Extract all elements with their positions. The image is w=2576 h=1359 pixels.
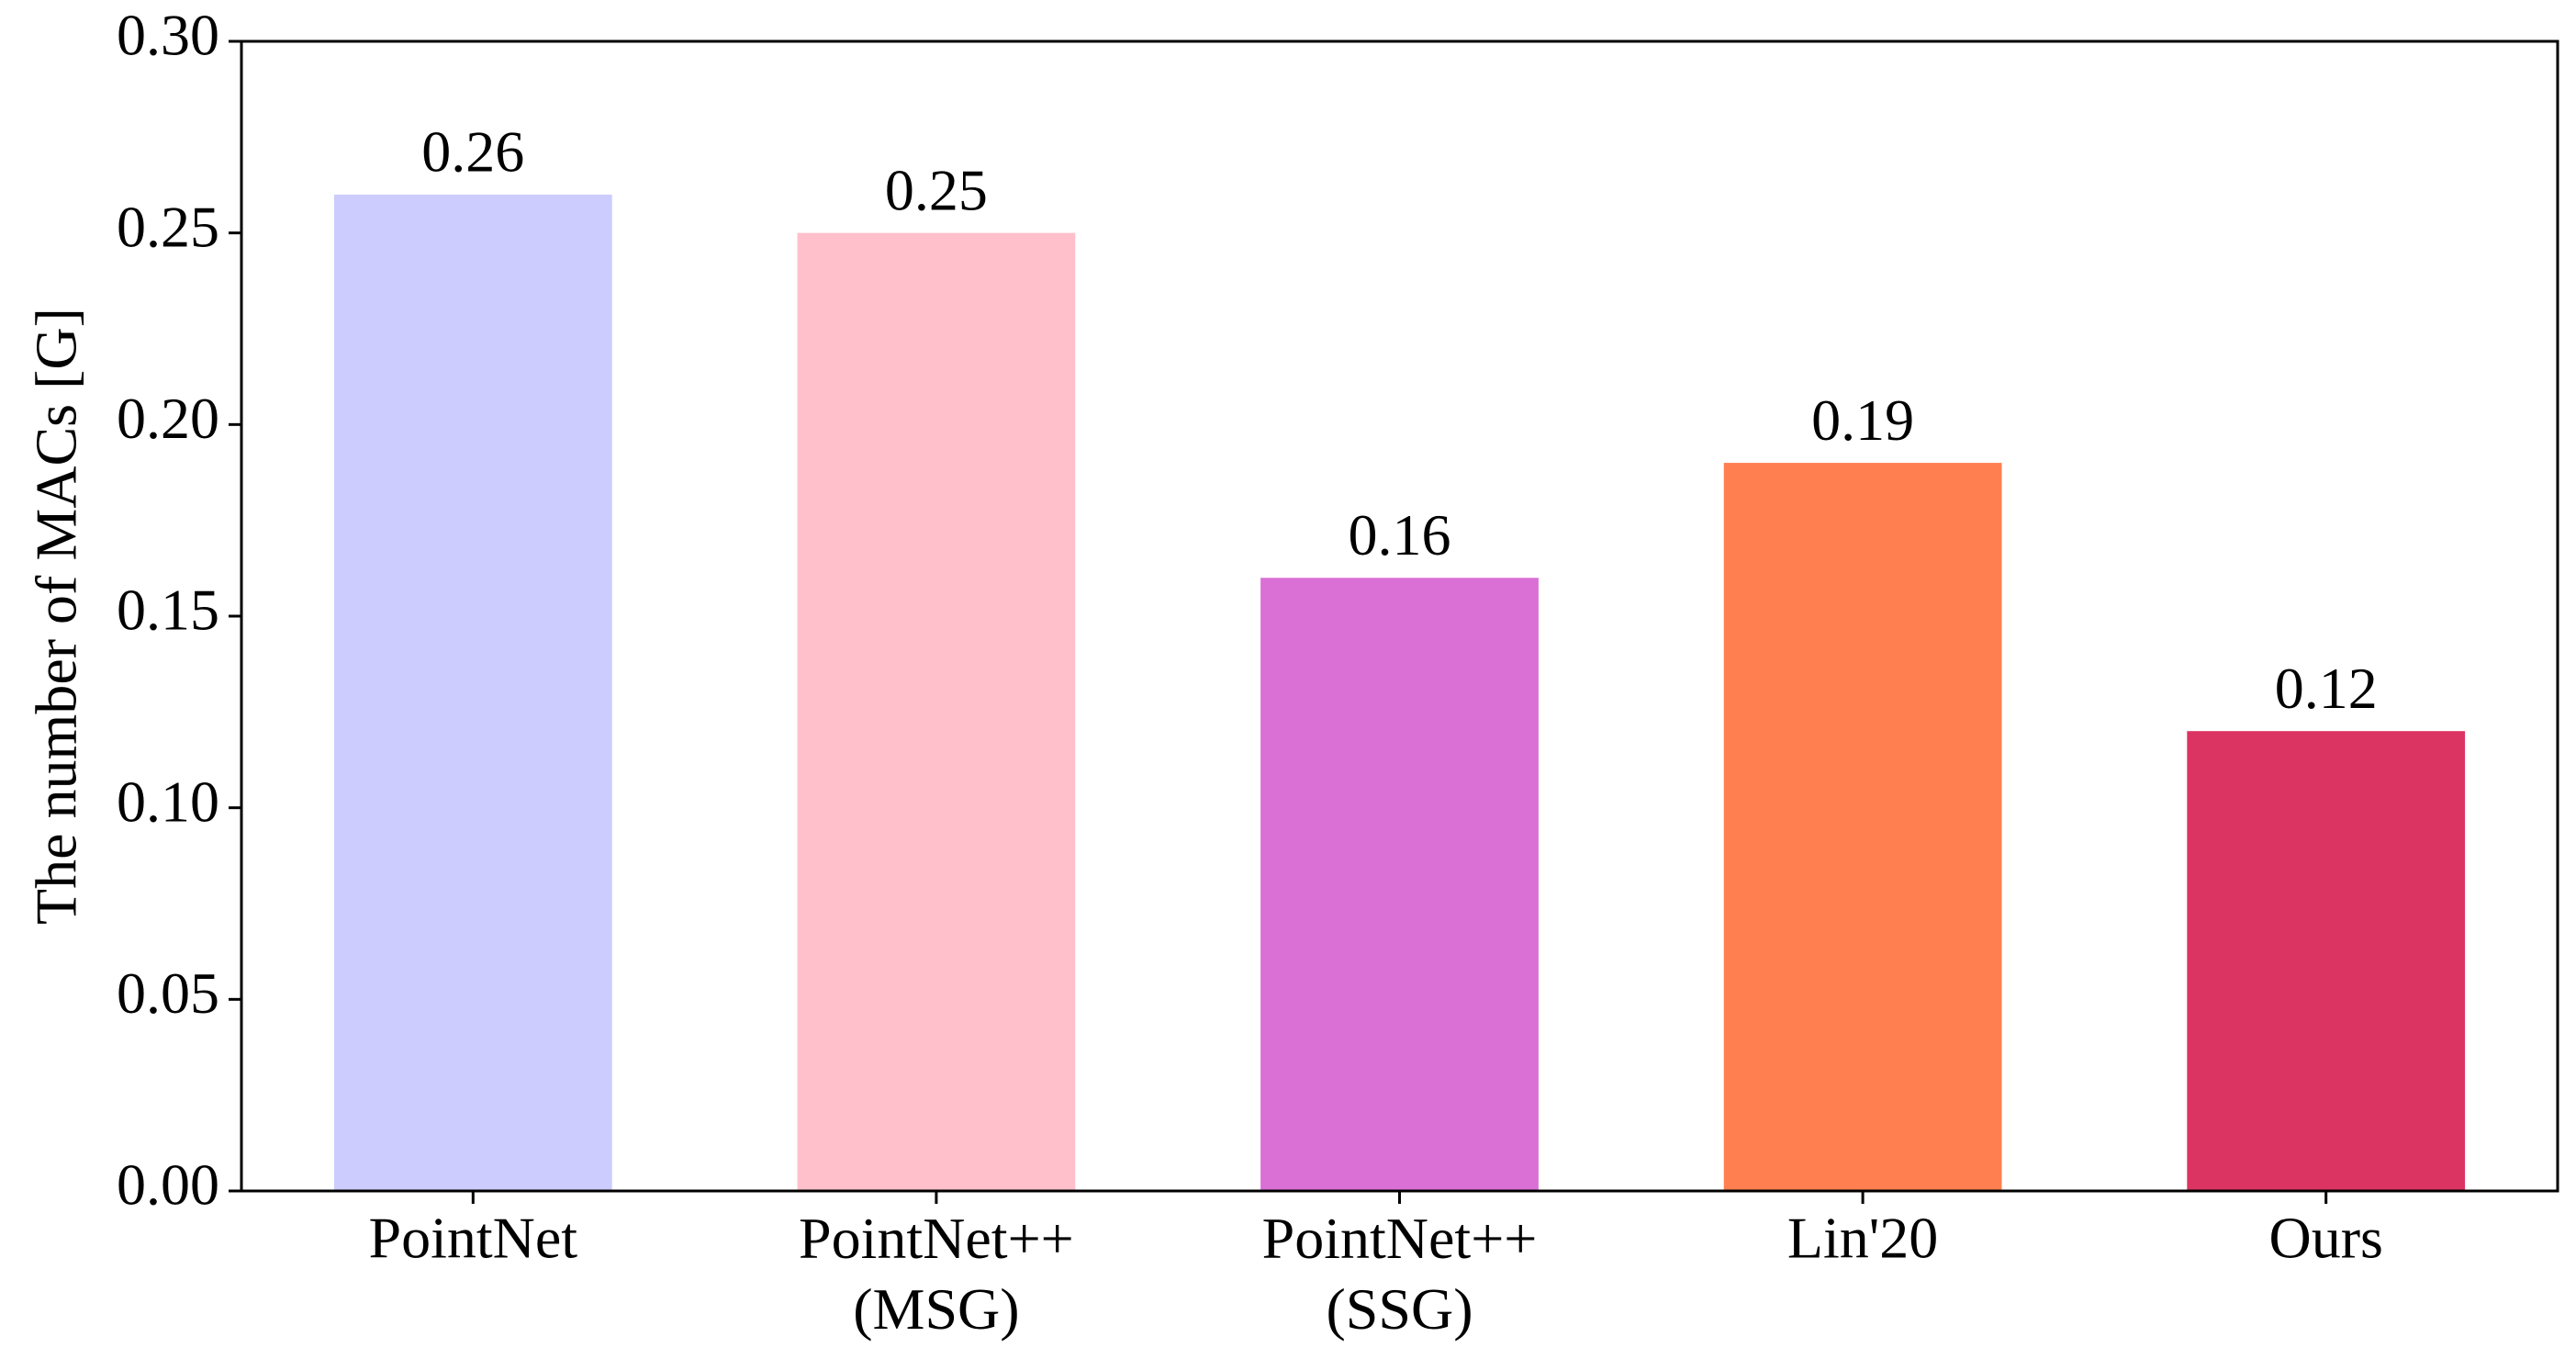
bar [1723,463,2002,1192]
value-label: 0.25 [885,157,988,222]
y-tick-label: 0.25 [117,194,219,259]
y-tick-label: 0.05 [117,960,219,1026]
bar [797,232,1076,1192]
y-tick-label: 0.15 [117,578,219,643]
y-axis-label: The number of MACs [G] [24,308,89,925]
plot-frame [240,39,2559,1193]
x-tick-label: PointNet++ (SSG) [1262,1206,1538,1342]
y-tick-label: 0.00 [117,1152,219,1218]
bar [1260,578,1539,1191]
x-tick-label: Ours [2268,1206,2382,1271]
bar [2187,731,2466,1191]
y-tick-label: 0.30 [117,3,219,68]
x-tick-label: Lin'20 [1787,1206,1938,1271]
y-tick-label: 0.10 [117,769,219,834]
x-tick-label: PointNet [369,1206,578,1271]
x-tick-label: PointNet++ (MSG) [799,1206,1074,1342]
bar [333,194,612,1191]
value-label: 0.26 [421,119,524,185]
value-label: 0.16 [1349,502,1451,567]
value-label: 0.19 [1811,387,1914,453]
y-tick-label: 0.20 [117,386,219,451]
value-label: 0.12 [2275,656,2378,721]
